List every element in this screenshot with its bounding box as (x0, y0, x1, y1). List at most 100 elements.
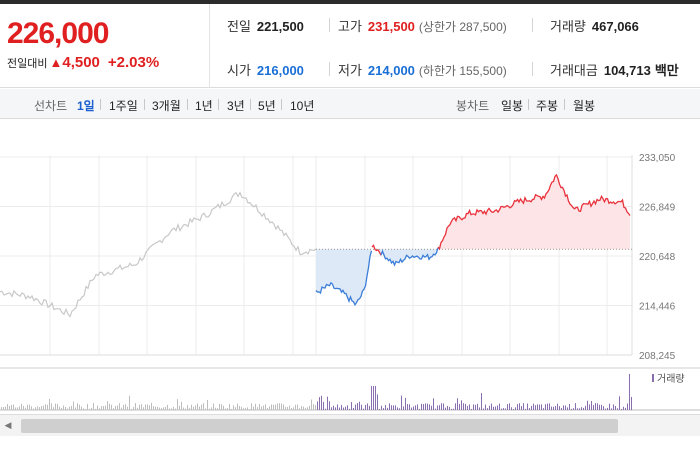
volume-bar (123, 404, 124, 410)
candle-chart-label: 봉차트 (456, 99, 490, 113)
volume-bar (553, 406, 554, 410)
volume-bar (223, 405, 224, 410)
volume-bar (91, 407, 92, 410)
volume-bar (559, 406, 560, 410)
volume-bar (41, 406, 42, 410)
volume-bar (211, 407, 212, 410)
volume-bar (543, 408, 544, 410)
divider (329, 18, 330, 32)
volume-bar (235, 407, 236, 410)
volume-bar (299, 408, 300, 410)
volume-bar (485, 404, 486, 410)
volume-bar (407, 404, 408, 410)
volume-bar (99, 408, 100, 410)
volume-bar (431, 405, 432, 410)
amount-unit: 백만 (654, 63, 679, 78)
volume-bar (517, 404, 518, 410)
volume-bar (75, 407, 76, 410)
period-5y[interactable]: 5년 (258, 99, 276, 113)
volume-bar (547, 403, 548, 410)
volume-bar (7, 404, 8, 410)
volume-bar (357, 403, 358, 410)
volume-bar (71, 405, 72, 410)
volume-bar (513, 408, 514, 410)
volume-bar (33, 408, 34, 410)
scroll-left-icon[interactable]: ◀ (4, 420, 12, 430)
volume-bar (105, 405, 106, 410)
volume-bar (187, 405, 188, 410)
down-area (316, 249, 372, 305)
volume-bar (577, 408, 578, 410)
volume-bar (499, 403, 500, 410)
period-3m[interactable]: 3개월 (152, 99, 181, 113)
quote-header: 226,000 전일대비 ▲4,500 +2.03% 전일 221,500 고가 231… (0, 4, 700, 88)
lower-limit: (하한가 155,500) (418, 64, 507, 78)
volume-bar (313, 404, 314, 410)
volume-bar (267, 407, 268, 410)
period-1w[interactable]: 1주일 (109, 99, 138, 113)
volume-bar (89, 408, 90, 410)
volume-bar (327, 396, 328, 410)
volume-bar (427, 403, 428, 410)
price-chart[interactable]: 233,050 226,849 220,648 214,446 208,245 거래량 (0, 120, 700, 450)
volume-bar (171, 408, 172, 410)
volume-bar (249, 408, 250, 410)
price-change: 전일대비 ▲4,500 +2.03% (7, 54, 159, 71)
volume-bars (1, 374, 632, 410)
volume-bar (301, 405, 302, 410)
candle-monthly[interactable]: 월봉 (573, 99, 596, 113)
period-1d[interactable]: 1일 (77, 99, 95, 113)
period-10y[interactable]: 10년 (290, 99, 315, 113)
volume-bar (625, 407, 626, 410)
candle-daily[interactable]: 일봉 (501, 99, 524, 113)
volume-bar (567, 407, 568, 410)
candle-weekly[interactable]: 주봉 (536, 99, 559, 113)
volume-bar (397, 407, 398, 410)
volume-bar (143, 407, 144, 410)
change-label: 전일대비 (7, 58, 48, 70)
volume-bar (181, 401, 182, 410)
volume-bar (101, 406, 102, 410)
volume-bar (599, 404, 600, 410)
scroll-thumb[interactable] (21, 419, 618, 433)
volume-bar (541, 404, 542, 410)
divider (100, 99, 101, 110)
volume-bar (243, 408, 244, 410)
volume-value: 467,066 (591, 19, 639, 34)
volume-bar (391, 405, 392, 410)
volume-bar (563, 405, 564, 410)
volume-bar (365, 404, 366, 410)
volume-bar (483, 408, 484, 410)
volume-bar (619, 396, 620, 410)
volume-bar (501, 408, 502, 410)
volume-bar (527, 403, 528, 410)
prev-close-cell: 전일 221,500 (227, 16, 304, 35)
volume-bar (245, 407, 246, 410)
high-value: 231,500 (367, 19, 415, 34)
chart-scrollbar[interactable]: ◀ (0, 414, 700, 436)
volume-bar (149, 405, 150, 410)
volume-bar (549, 403, 550, 410)
volume-bar (487, 408, 488, 410)
volume-bar (405, 397, 406, 410)
volume-bar (621, 408, 622, 410)
period-3y[interactable]: 3년 (227, 99, 245, 113)
volume-bar (555, 405, 556, 410)
upper-limit: (상한가 287,500) (418, 20, 507, 34)
volume-bar (199, 406, 200, 410)
volume-bar (253, 406, 254, 410)
volume-bar (399, 408, 400, 410)
volume-bar (81, 406, 82, 410)
volume-bar (393, 405, 394, 410)
volume-bar (355, 404, 356, 410)
divider (250, 99, 251, 110)
volume-bar (135, 403, 136, 410)
today-line-up (437, 173, 631, 251)
y-tick-label: 226,849 (639, 203, 676, 214)
period-1y[interactable]: 1년 (195, 99, 213, 113)
volume-bar (423, 404, 424, 410)
volume-bar (21, 403, 22, 410)
volume-bar (125, 404, 126, 410)
volume-bar (213, 403, 214, 410)
price-chart-svg: 233,050 226,849 220,648 214,446 208,245 거래량 (0, 153, 700, 411)
